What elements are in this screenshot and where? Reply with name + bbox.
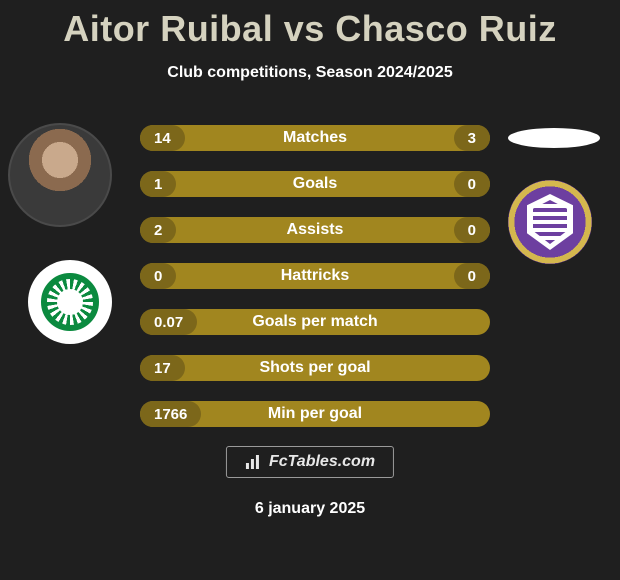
stat-row: 0.07 Goals per match xyxy=(140,309,490,335)
stat-left-value: 2 xyxy=(140,217,176,243)
stat-row: 1 Goals 0 xyxy=(140,171,490,197)
stat-row: 2 Assists 0 xyxy=(140,217,490,243)
stat-row: 17 Shots per goal xyxy=(140,355,490,381)
stat-row: 1766 Min per goal xyxy=(140,401,490,427)
stat-label: Goals xyxy=(293,175,337,193)
stat-label: Assists xyxy=(287,221,344,239)
page-title: Aitor Ruibal vs Chasco Ruiz xyxy=(0,0,620,50)
stat-right-value: 0 xyxy=(454,263,490,289)
chart-icon xyxy=(245,454,263,470)
stat-row: 0 Hattricks 0 xyxy=(140,263,490,289)
right-club-crest xyxy=(508,180,592,264)
stat-left-value: 1766 xyxy=(140,401,201,427)
left-player-photo xyxy=(8,123,112,227)
stat-right-value: 0 xyxy=(454,217,490,243)
stat-left-value: 17 xyxy=(140,355,185,381)
crest-icon xyxy=(41,273,99,331)
stat-label: Shots per goal xyxy=(259,359,370,377)
stat-label: Min per goal xyxy=(268,405,362,423)
page-subtitle: Club competitions, Season 2024/2025 xyxy=(0,64,620,82)
footer-date: 6 january 2025 xyxy=(0,500,620,518)
footer-brand-badge[interactable]: FcTables.com xyxy=(226,446,394,478)
stat-row: 14 Matches 3 xyxy=(140,125,490,151)
stat-label: Goals per match xyxy=(252,313,377,331)
crest-icon xyxy=(527,194,573,250)
footer-brand-text: FcTables.com xyxy=(269,453,375,471)
comparison-bars: 14 Matches 3 1 Goals 0 2 Assists 0 0 Hat… xyxy=(140,125,490,427)
right-player-photo xyxy=(508,128,600,148)
stat-left-value: 1 xyxy=(140,171,176,197)
stat-label: Matches xyxy=(283,129,347,147)
stat-left-value: 0 xyxy=(140,263,176,289)
stat-right-value: 3 xyxy=(454,125,490,151)
stat-right-value: 0 xyxy=(454,171,490,197)
stat-left-value: 14 xyxy=(140,125,185,151)
stat-label: Hattricks xyxy=(281,267,349,285)
left-club-crest xyxy=(28,260,112,344)
stat-left-value: 0.07 xyxy=(140,309,197,335)
